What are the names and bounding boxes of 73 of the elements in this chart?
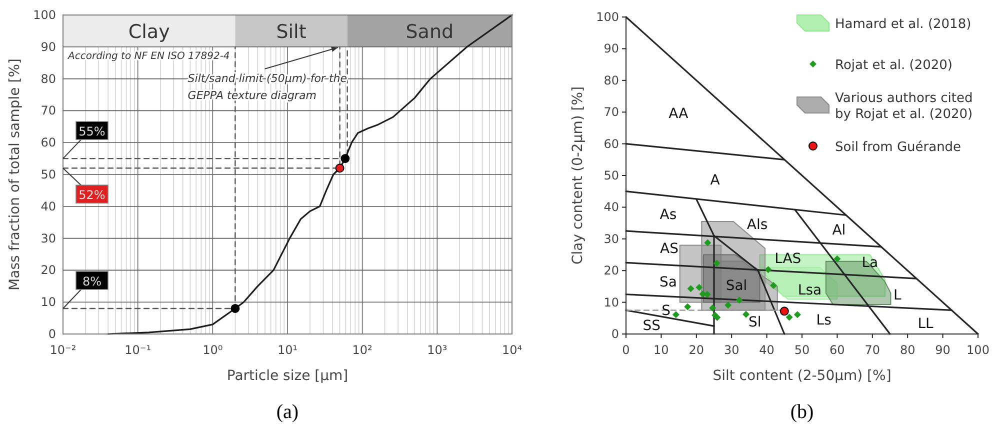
annotation: As (660, 206, 677, 223)
y-tick-label: 10 (40, 295, 56, 310)
annotation: Ls (816, 312, 832, 329)
x-axis-title: Silt content (2-50µm) [%] (712, 368, 892, 384)
annotation: SS (642, 318, 661, 334)
annotation: AS (660, 241, 679, 258)
x-tick-label: 10⁻² (50, 343, 76, 357)
y-axis-title: Mass fraction of total sample [%] (7, 58, 23, 290)
y-axis-title: Clay content (0-2µm) [%] (570, 86, 586, 265)
y-tick-label: 70 (40, 104, 56, 118)
x-tick-label: 100 (966, 343, 990, 357)
y-tick-label: 60 (40, 136, 56, 150)
x-tick-label: 10 (654, 343, 669, 357)
annotation: Sa (660, 274, 677, 290)
y-tick-label: 40 (40, 199, 56, 214)
y-tick-label: 50 (40, 168, 56, 182)
annotation: 8% (82, 274, 102, 288)
y-tick-label: 80 (604, 73, 619, 88)
annotation: Sl (748, 314, 762, 330)
x-axis-title: Particle size [µm] (226, 368, 348, 384)
annotation: LAS (774, 250, 802, 267)
annotation: 52% (78, 188, 106, 202)
x-tick-label: 10² (352, 343, 373, 357)
x-tick-label: 80 (900, 343, 916, 357)
y-tick-label: 0 (611, 327, 619, 341)
y-tick-label: 30 (40, 231, 56, 246)
x-tick-label: 60 (830, 343, 845, 357)
annotation: A (710, 172, 720, 189)
y-tick-label: 20 (40, 263, 56, 278)
annotation: Lsa (798, 282, 822, 299)
band-label: Clay (128, 20, 170, 43)
y-tick-label: 80 (40, 72, 56, 86)
annotation: Al (832, 222, 846, 239)
x-tick-label: 50 (794, 343, 810, 357)
annotation: AA (668, 106, 689, 122)
y-tick-label: 100 (33, 8, 56, 22)
annotation: Als (746, 217, 768, 233)
y-tick-label: 0 (48, 327, 56, 341)
annotation: Sal (726, 278, 748, 294)
y-tick-label: 60 (604, 136, 619, 151)
annotation: La (862, 255, 878, 272)
x-tick-label: 10¹ (277, 343, 298, 357)
annotation: LL (918, 316, 934, 332)
annotation: 55% (78, 124, 106, 139)
text: (a) (276, 401, 299, 423)
annotation: L (893, 288, 902, 304)
y-tick-label: 100 (596, 10, 619, 24)
x-tick-label: 10⁰ (202, 343, 223, 357)
x-tick-label: 90 (935, 343, 950, 357)
legend-label: Various authors cited by Rojat et al. (2020) (835, 91, 973, 122)
x-tick-label: 30 (724, 343, 740, 357)
y-tick-label: 20 (604, 264, 619, 278)
y-tick-label: 50 (604, 168, 619, 182)
x-tick-label: 10⁻¹ (124, 343, 152, 357)
y-tick-label: 40 (604, 200, 619, 214)
y-tick-label: 90 (40, 40, 56, 54)
x-tick-label: 0 (622, 343, 630, 357)
y-tick-label: 70 (604, 105, 619, 120)
y-tick-label: 90 (604, 42, 619, 56)
x-tick-label: 20 (688, 343, 704, 357)
y-tick-label: 10 (604, 295, 619, 310)
y-tick-label: 30 (604, 232, 619, 246)
legend-label: Hamard et al. (2018) (835, 17, 972, 32)
legend-label: Rojat et al. (2020) (835, 58, 953, 73)
band-label: Silt (276, 20, 306, 43)
x-tick-label: 10⁴ (502, 343, 522, 357)
text: (b) (790, 401, 814, 423)
x-tick-label: 70 (864, 343, 880, 357)
annotation: S (662, 303, 671, 320)
band-label: Sand (406, 20, 454, 43)
legend-label: Soil from Guérande (835, 140, 962, 155)
x-tick-label: 40 (759, 343, 774, 357)
x-tick-label: 10³ (427, 343, 448, 357)
